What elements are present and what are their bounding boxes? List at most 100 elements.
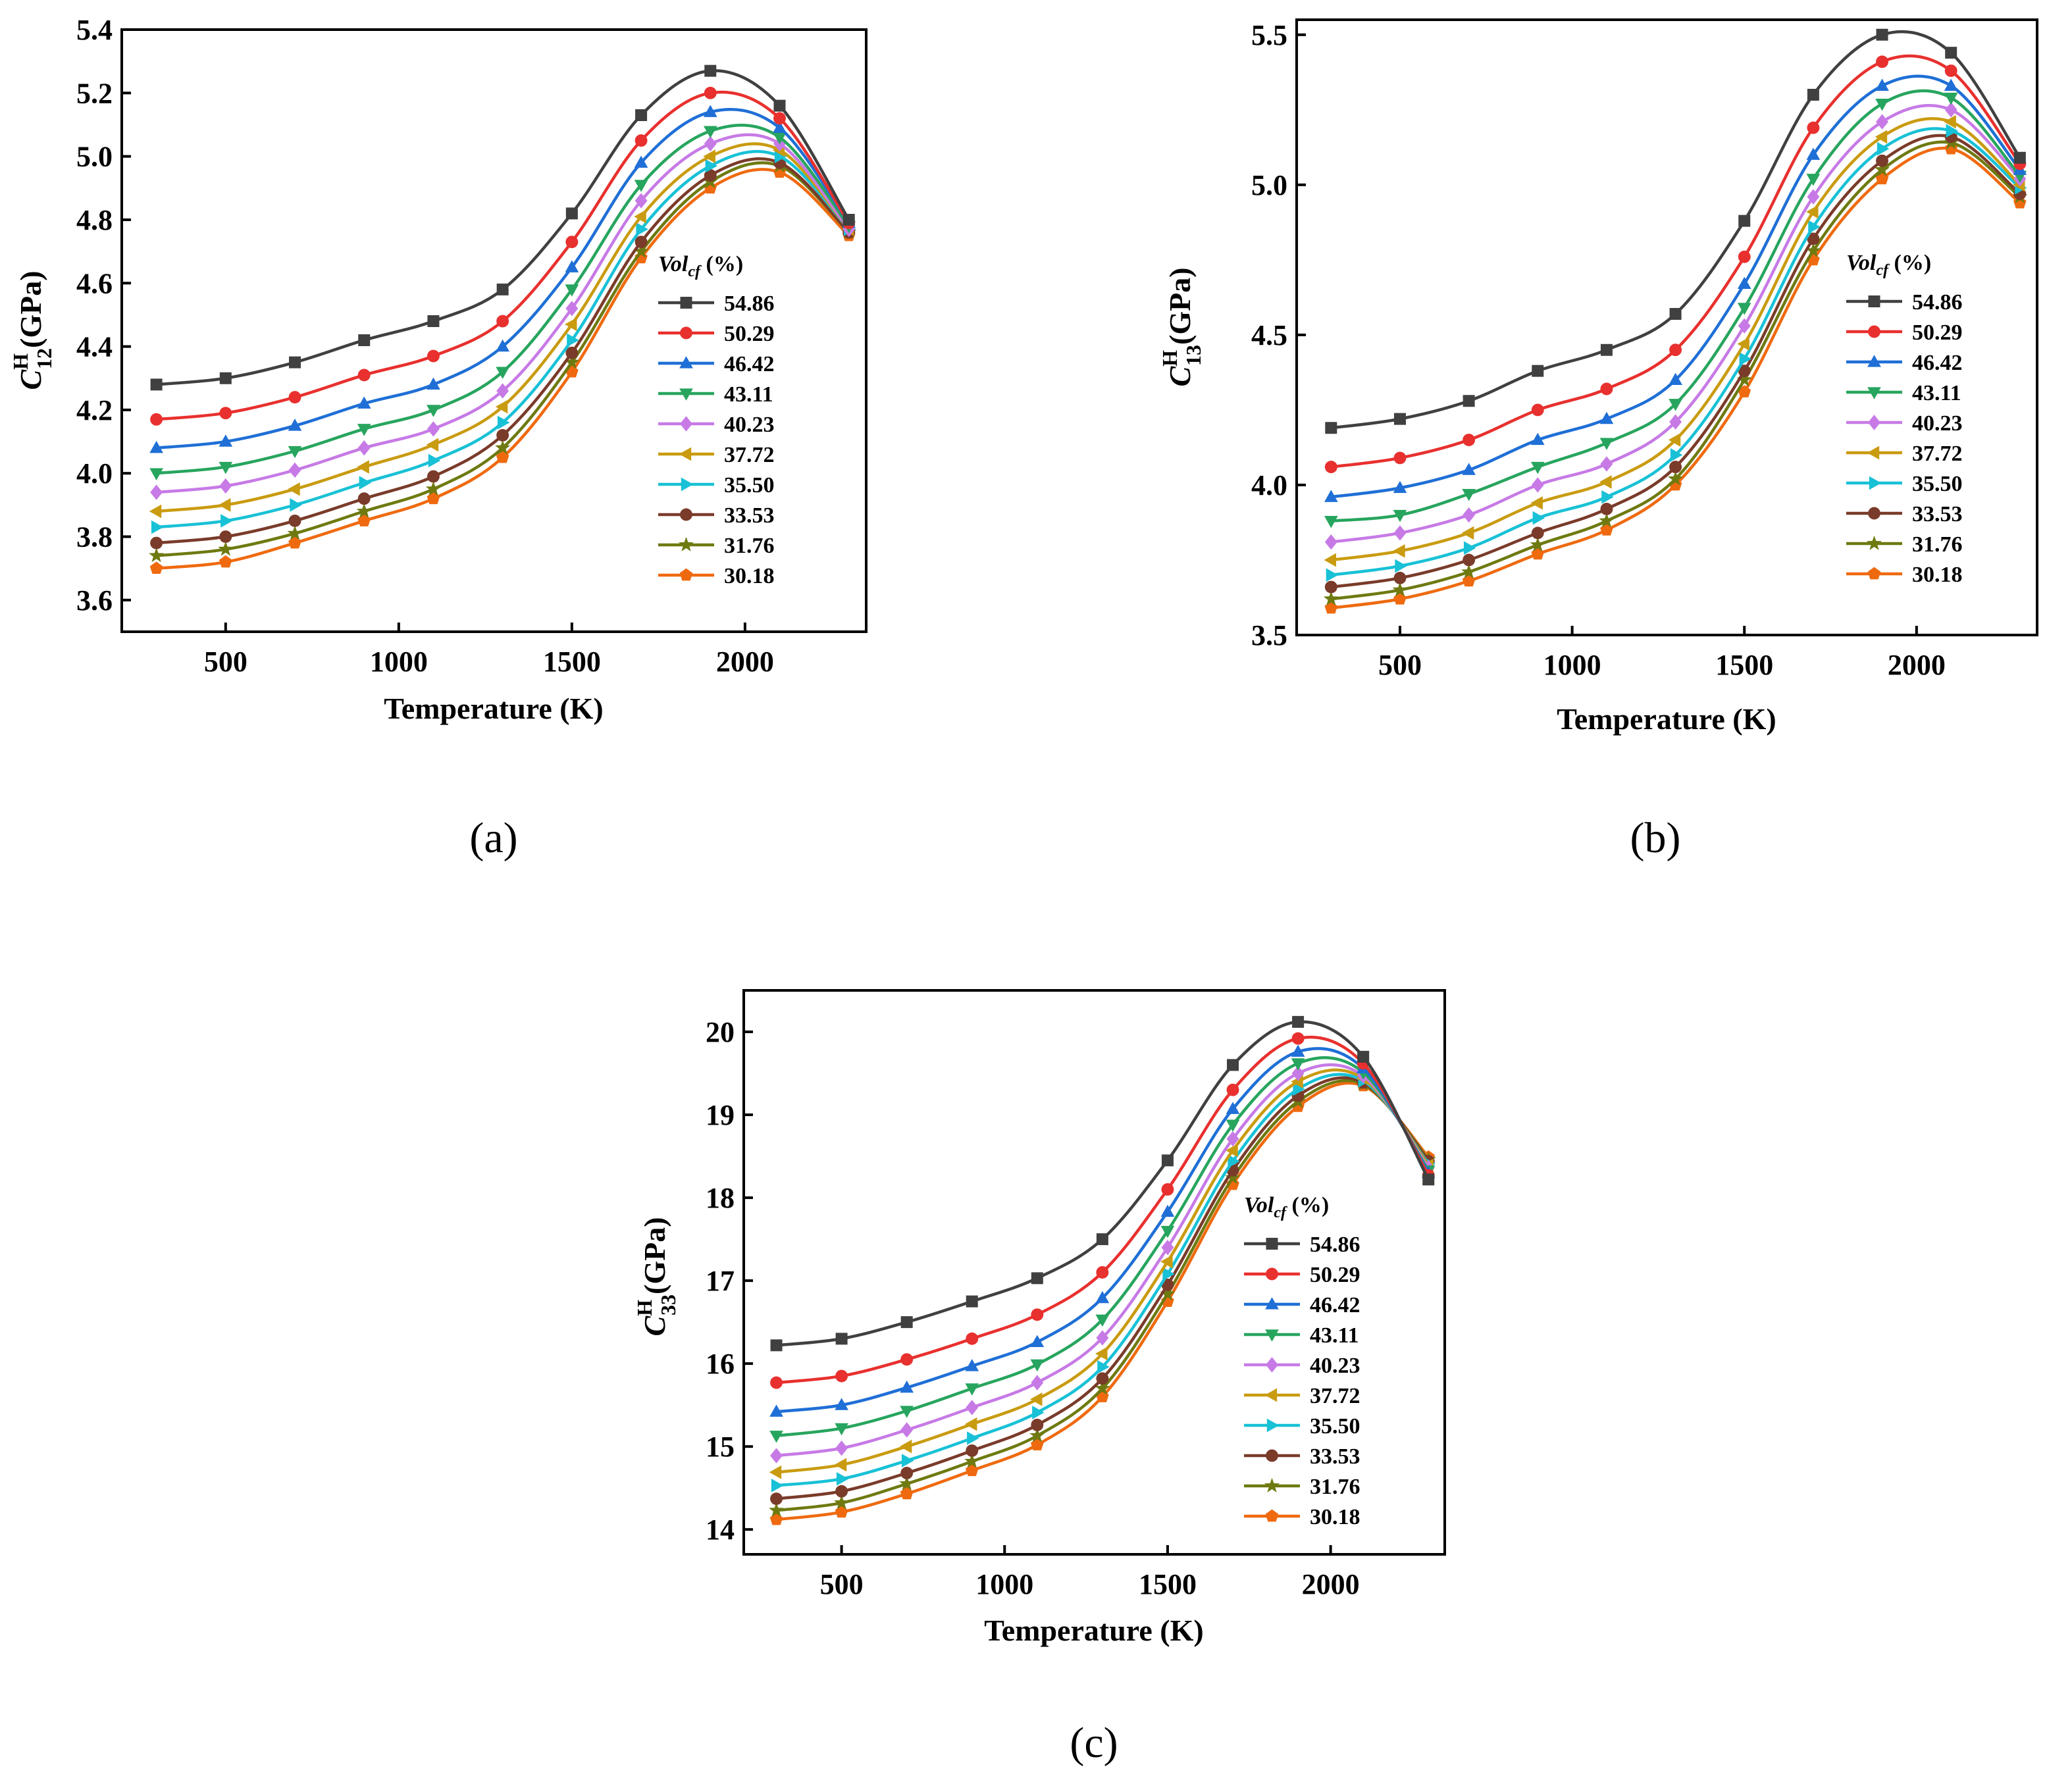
data-point [287, 525, 303, 540]
data-point [769, 1465, 782, 1479]
data-point [1944, 78, 1958, 91]
data-point [704, 64, 717, 77]
data-point [773, 120, 787, 133]
data-point [151, 520, 164, 534]
data-point [1600, 382, 1613, 395]
legend-marker [1866, 535, 1882, 550]
legend-marker [1264, 1388, 1278, 1402]
data-point [1161, 1239, 1174, 1256]
data-point [1291, 1032, 1305, 1045]
legend-label: 30.18 [1912, 563, 1963, 587]
plot-frame [120, 28, 868, 633]
data-point [1226, 1119, 1240, 1132]
data-point [899, 1475, 915, 1491]
panel-c: 500 1000 1500 2000 14 15 16 17 18 19 20 Temperature… [633, 989, 1446, 1767]
plot-frame [742, 989, 1446, 1556]
data-point [1291, 1065, 1305, 1081]
data-point [564, 354, 580, 369]
data-point [357, 514, 371, 526]
data-point [1324, 553, 1336, 567]
data-point [834, 1494, 850, 1510]
series-line [1331, 54, 2021, 469]
data-point [1461, 526, 1474, 540]
x-tick-label: 1000 [975, 1568, 1033, 1600]
data-point [1669, 307, 1682, 320]
data-point [1030, 1392, 1043, 1406]
data-point [769, 1404, 783, 1417]
data-point [1096, 1266, 1109, 1279]
y-axis-title: CH12(GPa) [9, 270, 56, 390]
data-point [1600, 456, 1613, 472]
data-point [496, 315, 509, 328]
data-point [1162, 1267, 1175, 1281]
data-point [1161, 1154, 1174, 1167]
data-point [773, 132, 787, 145]
y-tick-label: 4.8 [76, 204, 113, 236]
y-axis-sup: H [9, 353, 32, 370]
data-point [288, 536, 301, 549]
legend-label: 54.86 [1310, 1233, 1360, 1257]
legend-marker [1266, 1238, 1278, 1250]
data-point [1463, 507, 1476, 523]
series-line [156, 157, 850, 545]
legend-title-main: Vol [1244, 1193, 1274, 1217]
data-point [496, 450, 509, 463]
legend-label: 33.53 [1912, 502, 1963, 526]
x-tick-label: 500 [204, 646, 247, 678]
data-point [771, 1479, 784, 1492]
data-point [150, 378, 163, 391]
y-axis-sub: 12 [32, 348, 56, 369]
series-line [776, 1056, 1430, 1438]
data-point [1669, 414, 1682, 430]
data-point [1739, 352, 1752, 366]
data-point [769, 1431, 783, 1443]
legend-marker [1868, 415, 1880, 430]
legend-label: 50.29 [724, 322, 775, 346]
data-point [498, 415, 510, 430]
data-point [1095, 1346, 1108, 1361]
data-point [219, 372, 232, 384]
data-point [773, 99, 786, 112]
x-axis-title: Temperature (K) [384, 692, 603, 725]
legend-title-sub: cf [688, 263, 702, 280]
data-point [496, 428, 509, 442]
data-point [1807, 189, 1820, 205]
y-tick-label: 3.8 [76, 521, 113, 553]
data-point [290, 498, 302, 512]
data-point [1226, 1131, 1239, 1147]
data-point [1807, 121, 1820, 134]
series-line [156, 90, 850, 421]
y-tick-label: 4.2 [76, 394, 113, 426]
data-point [1326, 568, 1339, 582]
series-line [1331, 117, 2021, 562]
legend-label: 37.72 [1912, 442, 1963, 466]
legend-marker [1869, 476, 1882, 490]
y-tick-label: 5.0 [76, 141, 113, 173]
data-point [900, 1353, 914, 1366]
legend-marker [679, 388, 693, 401]
panel-label: (c) [1070, 1719, 1118, 1767]
data-point [288, 514, 301, 527]
series-line [156, 142, 850, 513]
data-point [703, 105, 717, 117]
data-point [835, 1485, 848, 1498]
data-point [219, 555, 232, 568]
data-point [496, 339, 510, 352]
series-line [156, 149, 850, 529]
legend-title-suffix: (%) [1286, 1193, 1329, 1217]
data-point [288, 462, 301, 478]
data-point [219, 434, 233, 447]
data-point [1461, 564, 1477, 579]
data-point [219, 461, 233, 474]
data-point [964, 1453, 980, 1468]
data-point [1944, 102, 1957, 118]
x-tick-label: 1500 [1139, 1568, 1197, 1600]
data-point [770, 1376, 783, 1389]
data-point [1806, 205, 1819, 219]
legend-label: 40.23 [1310, 1354, 1360, 1378]
data-point [836, 1471, 849, 1486]
data-point [966, 1332, 979, 1345]
data-point [1737, 276, 1751, 290]
data-point [495, 440, 511, 455]
